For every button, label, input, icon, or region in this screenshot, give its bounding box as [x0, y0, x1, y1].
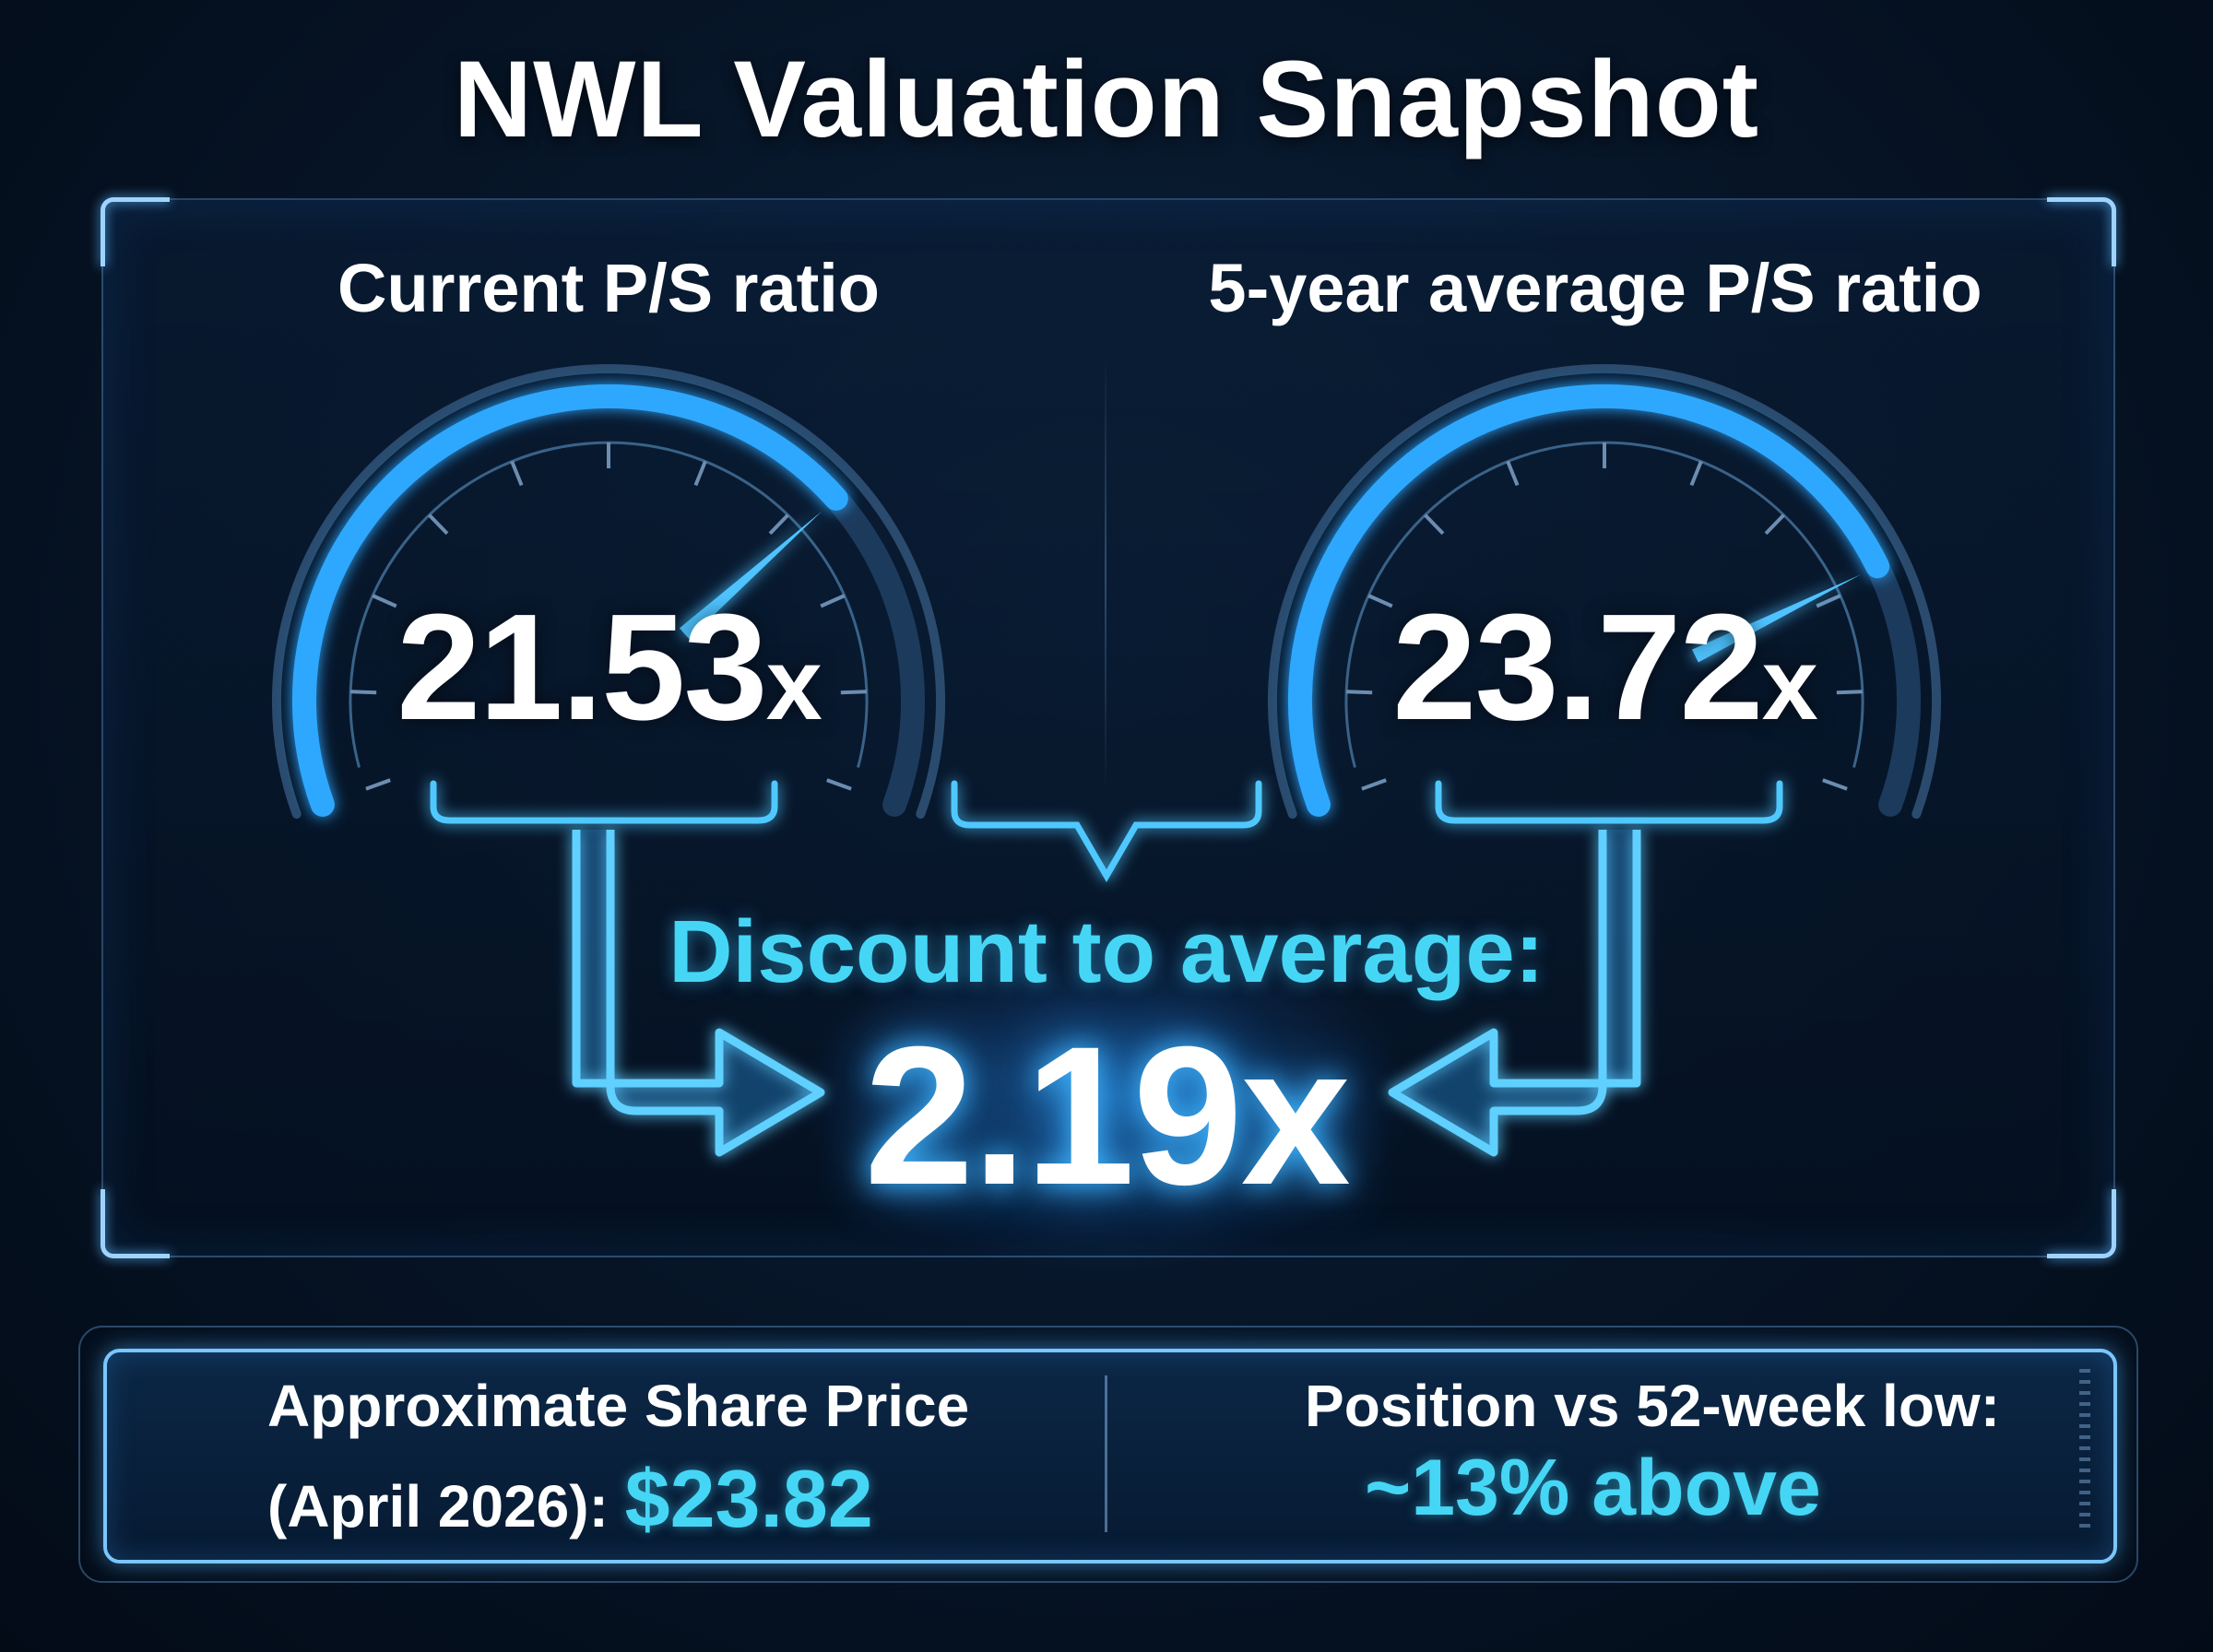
panel-corner [101, 197, 170, 266]
gauge-average-label: 5-year average P/S ratio [1208, 250, 1982, 326]
gauge-tick [1764, 513, 1785, 536]
gauge-tick [693, 460, 707, 487]
panel-corner [2047, 1189, 2116, 1258]
share-price-value: $23.82 [624, 1453, 873, 1544]
gauge-tick [1346, 690, 1373, 695]
gauge-average-value: 23.72x [1392, 583, 1818, 751]
gauge-tick [820, 594, 846, 608]
share-price-row: (April 2026): $23.82 [267, 1452, 873, 1546]
gauge-tick [428, 513, 449, 536]
discount-arrows [572, 830, 1641, 1157]
left-arrow [572, 830, 825, 1157]
page-title: NWL Valuation Snapshot [453, 39, 1760, 160]
discount-glow [802, 922, 1411, 1272]
panel-corner [2047, 197, 2116, 266]
summary-panel-frame [78, 1326, 2138, 1583]
gauge-tick [768, 513, 789, 536]
gauge-tick [1836, 690, 1863, 695]
panel-divider [1105, 350, 1106, 793]
discount-value: 2.19x [864, 1006, 1351, 1226]
gauge-tick [510, 460, 524, 487]
position-label: Position vs 52-week low: [1305, 1373, 2000, 1439]
right-arrow [1388, 830, 1641, 1157]
gauge-tick [840, 690, 867, 695]
gauge-tick [372, 594, 397, 608]
gauge-tick [365, 778, 391, 791]
gauge-tick [1361, 778, 1387, 791]
gauge-tick [1367, 594, 1393, 608]
gauge-tick [1506, 460, 1520, 487]
gauge-tick [350, 690, 377, 695]
share-price-label-line1: Approximate Share Price [267, 1373, 970, 1439]
position-value: ~13% above [1365, 1444, 1821, 1532]
gauge-current [272, 364, 945, 820]
summary-panel [103, 1349, 2117, 1564]
gauge-current-label: Current P/S ratio [337, 250, 880, 326]
gauge-tick [1689, 460, 1703, 487]
gauge-tick [1816, 594, 1841, 608]
gauge-average [1268, 364, 1941, 820]
value-brackets [430, 780, 1783, 882]
scale-marks [2079, 1369, 2090, 1535]
discount-label: Discount to average: [669, 903, 1544, 1001]
gauge-tick [1424, 513, 1445, 536]
panel-corner [101, 1189, 170, 1258]
share-price-label-line2: (April 2026): [267, 1473, 609, 1540]
summary-divider [1105, 1375, 1107, 1532]
gauge-tick [826, 778, 852, 791]
gauge-tick [1822, 778, 1848, 791]
gauge-current-value: 21.53x [396, 583, 822, 751]
